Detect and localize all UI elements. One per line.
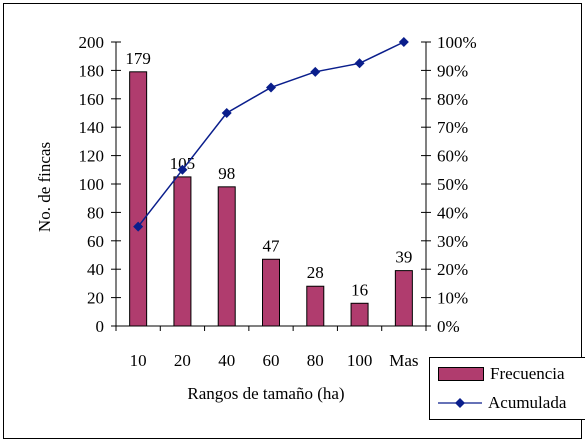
y2-tick-label: 50%: [437, 175, 468, 194]
legend-label-acumulada: Acumulada: [488, 393, 567, 412]
cumulative-point: [221, 108, 232, 118]
bar: [262, 258, 280, 327]
y-tick-label: 0: [96, 317, 105, 336]
y-tick-label: 80: [87, 203, 104, 222]
y2-tick-label: 20%: [437, 260, 468, 279]
cumulative-point: [354, 58, 365, 69]
x-tick-label: 40: [218, 351, 235, 370]
y-tick-label: 200: [79, 33, 105, 52]
bar-data-label: 98: [218, 164, 235, 183]
bar: [129, 71, 148, 327]
pareto-chart: 0 20 40 60 80 100 120 140 160 180 200 0% 10% 20% 30% 40…: [35, 33, 477, 403]
x-tick-label: 60: [263, 351, 280, 370]
x-tick-label: Mas: [389, 351, 418, 370]
cumulative-point: [398, 37, 409, 47]
bar-data-label: 47: [263, 236, 281, 255]
legend: Frecuencia Acumulada: [429, 357, 585, 420]
y2-tick-label: 60%: [437, 147, 468, 166]
y-tick-label: 120: [79, 147, 105, 166]
y2-tick-label: 100%: [437, 33, 477, 52]
y2-tick-label: 90%: [437, 61, 468, 80]
bar-data-label: 105: [170, 154, 196, 173]
cumulative-point: [266, 82, 276, 93]
y-tick-label: 100: [79, 175, 105, 194]
bar: [394, 270, 413, 327]
x-tick-label: 10: [130, 351, 147, 370]
bar: [217, 186, 236, 327]
bar: [306, 285, 325, 327]
cumulative-point: [177, 164, 188, 175]
y2-tick-label: 30%: [437, 232, 468, 251]
y-tick-label: 20: [87, 289, 104, 308]
bar: [173, 176, 192, 327]
y-tick-label: 160: [79, 90, 105, 109]
y2-tick-label: 80%: [437, 90, 468, 109]
y-tick-label: 60: [87, 232, 104, 251]
y-tick-label: 140: [79, 118, 105, 137]
plot-area: 0 20 40 60 80 100 120 140 160 180 200 0% 10% 20% 30% 40…: [79, 33, 477, 370]
y2-tick-label: 70%: [437, 118, 468, 137]
y-tick-label: 40: [87, 260, 104, 279]
bar-data-label: 39: [395, 248, 412, 267]
y2-tick-label: 0%: [437, 317, 460, 336]
legend-item-acumulada: Acumulada: [430, 390, 566, 416]
x-tick-label: 80: [307, 351, 324, 370]
line-diamond-swatch-icon: [438, 397, 482, 409]
bar-data-label: 16: [351, 280, 368, 299]
bar-data-label: 179: [125, 49, 151, 68]
legend-label-frecuencia: Frecuencia: [490, 364, 565, 383]
y-tick-label: 180: [79, 61, 105, 80]
y2-tick-label: 40%: [437, 203, 468, 222]
chart-frame: 0 20 40 60 80 100 120 140 160 180 200 0% 10% 20% 30% 40…: [3, 3, 582, 439]
y-axis-label: No. de fincas: [35, 142, 54, 232]
x-tick-label: 100: [347, 351, 373, 370]
bar-swatch-icon: [438, 367, 484, 381]
legend-item-frecuencia: Frecuencia: [430, 361, 565, 387]
y2-tick-label: 10%: [437, 289, 468, 308]
bar: [350, 302, 369, 327]
cumulative-point: [133, 221, 144, 232]
cumulative-point: [310, 66, 321, 77]
x-axis-label: Rangos de tamaño (ha): [187, 384, 344, 403]
x-tick-label: 20: [174, 351, 191, 370]
bar-data-label: 28: [307, 263, 324, 282]
